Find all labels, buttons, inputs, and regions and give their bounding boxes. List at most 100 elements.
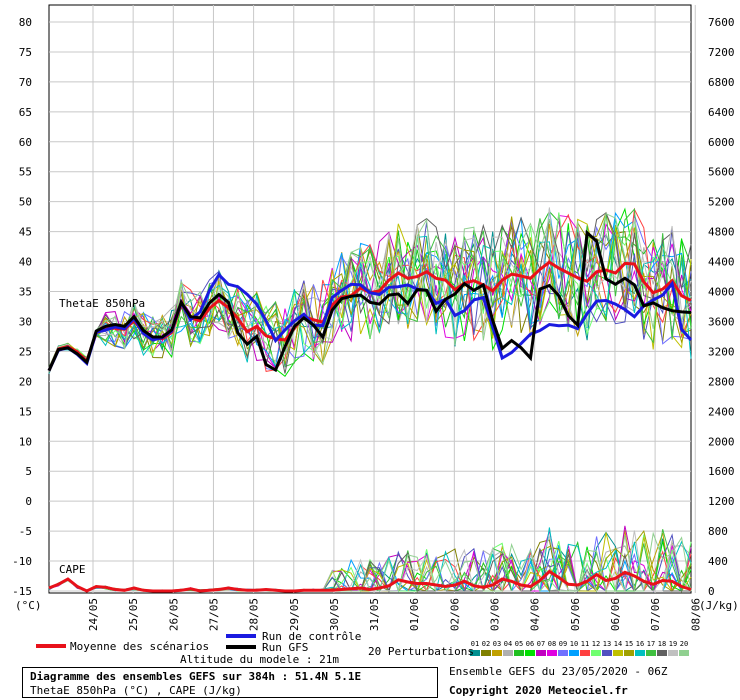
left-tick-label: -10 (12, 555, 32, 568)
member-swatch (679, 650, 689, 656)
right-tick-label: 4800 (708, 226, 735, 239)
member-number: 16 (636, 640, 644, 648)
x-tick-label: 27/05 (207, 598, 220, 631)
x-tick-label: 05/06 (569, 598, 582, 631)
right-tick-label: 2400 (708, 405, 735, 418)
left-tick-label: 30 (19, 315, 32, 328)
left-tick-label: 10 (19, 435, 32, 448)
member-number: 18 (658, 640, 666, 648)
member-line-15 (48, 211, 692, 374)
right-tick-label: 3200 (708, 345, 735, 358)
member-number: 19 (669, 640, 677, 648)
member-swatch (668, 650, 678, 656)
member-number: 08 (548, 640, 556, 648)
right-tick-label: 5200 (708, 196, 735, 209)
member-swatch (503, 650, 513, 656)
member-swatch (657, 650, 667, 656)
x-tick-label: 24/05 (87, 598, 100, 631)
left-tick-label: 50 (19, 196, 32, 209)
member-number: 09 (559, 640, 567, 648)
right-axis: 7600720068006400600056005200480044004000… (708, 16, 735, 598)
right-tick-label: 2800 (708, 375, 735, 388)
member-number: 10 (570, 640, 578, 648)
legend-mean-label: Moyenne des scénarios (70, 640, 210, 653)
member-number: 12 (592, 640, 600, 648)
x-tick-label: 01/06 (408, 598, 421, 631)
left-tick-label: 60 (19, 136, 32, 149)
x-tick-label: 04/06 (529, 598, 542, 631)
series-control (47, 272, 693, 372)
x-tick-label: 07/06 (649, 598, 662, 631)
right-tick-label: 1600 (708, 465, 735, 478)
left-unit: (°C) (15, 599, 42, 612)
left-tick-label: 70 (19, 76, 32, 89)
left-tick-label: 40 (19, 256, 32, 269)
cape-annotation: CAPE (59, 563, 86, 576)
main-series (47, 229, 693, 593)
right-tick-label: 7600 (708, 16, 735, 29)
right-tick-label: 1200 (708, 495, 735, 508)
copyright-label: Copyright 2020 Meteociel.fr (449, 684, 628, 697)
x-tick-label: 28/05 (248, 598, 261, 631)
right-tick-label: 0 (708, 585, 715, 598)
member-number: 05 (515, 640, 523, 648)
left-tick-label: 0 (25, 495, 32, 508)
legend-gfs-label: Run GFS (262, 641, 309, 654)
member-swatch (525, 650, 535, 656)
chart-subtitle: ThetaE 850hPa (°C) , CAPE (J/kg) (30, 684, 242, 697)
right-tick-label: 6400 (708, 106, 735, 119)
member-swatch (613, 650, 623, 656)
series-cape-mean (48, 569, 692, 593)
member-swatch (481, 650, 491, 656)
x-tick-label: 31/05 (368, 598, 381, 631)
altitude-label: Altitude du modele : 21m (180, 653, 339, 666)
member-swatch (558, 650, 568, 656)
member-swatches: 01 02 03 04 05 06 07 08 09 10 11 12 13 14 15 16 17 18 19 20 (470, 640, 689, 656)
x-tick-label: 06/06 (609, 598, 622, 631)
member-swatch (547, 650, 557, 656)
left-tick-label: 25 (19, 345, 32, 358)
right-tick-label: 6000 (708, 136, 735, 149)
member-swatch (514, 650, 524, 656)
left-tick-label: 45 (19, 226, 32, 239)
member-swatch (591, 650, 601, 656)
member-number: 13 (603, 640, 611, 648)
info-box: Diagramme des ensembles GEFS sur 384h : … (22, 667, 438, 698)
x-tick-label: 02/06 (448, 598, 461, 631)
member-number: 15 (625, 640, 633, 648)
chart-title: Diagramme des ensembles GEFS sur 384h : … (30, 670, 362, 683)
member-swatch (580, 650, 590, 656)
member-number: 07 (537, 640, 545, 648)
left-tick-label: 55 (19, 166, 32, 179)
left-tick-label: -15 (12, 585, 32, 598)
member-number: 04 (504, 640, 512, 648)
member-swatch (602, 650, 612, 656)
left-tick-label: -5 (19, 525, 32, 538)
member-number: 01 (471, 640, 479, 648)
right-tick-label: 4000 (708, 286, 735, 299)
right-tick-label: 800 (708, 525, 728, 538)
right-tick-label: 3600 (708, 315, 735, 328)
member-swatch (569, 650, 579, 656)
left-tick-label: 5 (25, 465, 32, 478)
right-tick-label: 4400 (708, 256, 735, 269)
x-tick-label: 25/05 (127, 598, 140, 631)
right-tick-label: 7200 (708, 46, 735, 59)
x-axis: 24/05 25/05 26/05 27/05 28/05 29/05 30/05 31/05… (87, 598, 702, 631)
member-swatch (635, 650, 645, 656)
left-tick-label: 65 (19, 106, 32, 119)
member-number: 17 (647, 640, 655, 648)
x-tick-label: 26/05 (167, 598, 180, 631)
member-line-6 (48, 207, 692, 378)
member-swatch (624, 650, 634, 656)
right-tick-label: 2000 (708, 435, 735, 448)
series-gfs (47, 229, 692, 373)
member-number: 06 (526, 640, 534, 648)
right-unit: (J/kg) (699, 599, 739, 612)
x-tick-label: 30/05 (328, 598, 341, 631)
x-tick-label: 29/05 (288, 598, 301, 631)
member-swatch (646, 650, 656, 656)
member-line-20 (48, 212, 692, 372)
x-tick-label: 08/06 (689, 598, 702, 631)
